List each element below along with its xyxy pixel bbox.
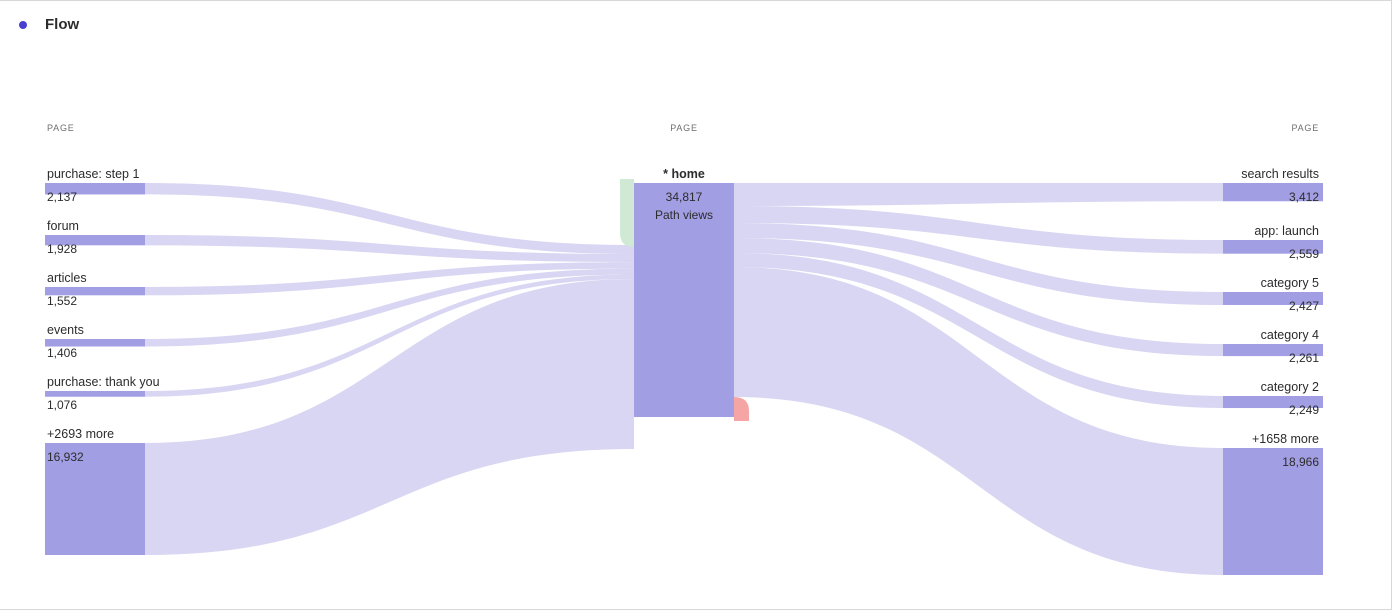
focus-node[interactable] (634, 183, 734, 417)
flow-links (145, 183, 1223, 575)
panel-status-dot (19, 21, 27, 29)
left-column-header: PAGE (47, 123, 75, 133)
focus-node-unit: Path views (655, 208, 713, 222)
incoming-node-value: 2,137 (47, 190, 77, 204)
outgoing-link-category-2[interactable] (734, 253, 1223, 409)
outgoing-node-category-4[interactable] (1223, 344, 1323, 357)
incoming-link-articles[interactable] (145, 262, 634, 296)
entry-marker (620, 179, 634, 247)
incoming-node-value: 1,406 (47, 346, 77, 360)
outgoing-node-value: 18,966 (1282, 455, 1319, 469)
panel-title[interactable]: Flow (45, 16, 80, 33)
incoming-node-purchase-step-1[interactable] (45, 183, 145, 195)
incoming-node-purchase-thank-you[interactable] (45, 391, 145, 397)
incoming-node-value: 1,552 (47, 294, 77, 308)
outgoing-node-app-launch[interactable] (1223, 240, 1323, 254)
incoming-link-purchase-thank-you[interactable] (145, 274, 634, 397)
outgoing-nodes: search results 3,412 app: launch 2,559 categ… (1223, 167, 1323, 575)
outgoing-node-search-results[interactable] (1223, 183, 1323, 202)
outgoing-node-value: 3,412 (1289, 190, 1319, 204)
outgoing-node-category-2[interactable] (1223, 396, 1323, 409)
incoming-link-events[interactable] (145, 268, 634, 347)
outgoing-node-label: category 2 (1261, 380, 1319, 394)
incoming-node-label: articles (47, 271, 87, 285)
outgoing-link-1658-more[interactable] (734, 267, 1223, 575)
center-column-header: PAGE (670, 123, 698, 133)
outgoing-node-value: 2,249 (1289, 403, 1319, 417)
incoming-link-purchase-step-1[interactable] (145, 183, 634, 254)
outgoing-node-label: search results (1241, 167, 1319, 181)
incoming-node-value: 1,076 (47, 398, 77, 412)
incoming-node-label: events (47, 323, 84, 337)
incoming-node-value: 1,928 (47, 242, 77, 256)
outgoing-node-label: category 4 (1261, 328, 1319, 342)
outgoing-node-label: app: launch (1254, 224, 1319, 238)
exit-marker (734, 397, 749, 421)
incoming-node-label: +2693 more (47, 427, 114, 441)
incoming-node-forum[interactable] (45, 235, 145, 246)
outgoing-node-1658-more[interactable] (1223, 448, 1323, 575)
incoming-link-forum[interactable] (145, 235, 634, 263)
focus-node-value: 34,817 (666, 190, 703, 204)
outgoing-link-app-launch[interactable] (734, 206, 1223, 254)
outgoing-link-category-5[interactable] (734, 223, 1223, 305)
outgoing-node-label: +1658 more (1252, 432, 1319, 446)
outgoing-node-value: 2,559 (1289, 247, 1319, 261)
outgoing-node-value: 2,427 (1289, 299, 1319, 313)
right-column-header: PAGE (1291, 123, 1319, 133)
incoming-node-articles[interactable] (45, 287, 145, 296)
focus-node-label: * home (663, 167, 705, 181)
incoming-nodes: purchase: step 1 2,137 forum 1,928 articles 1… (45, 167, 160, 555)
incoming-node-value: 16,932 (47, 450, 84, 464)
incoming-node-events[interactable] (45, 339, 145, 347)
outgoing-link-category-4[interactable] (734, 238, 1223, 357)
outgoing-node-category-5[interactable] (1223, 292, 1323, 305)
incoming-node-label: forum (47, 219, 79, 233)
incoming-node-label: purchase: thank you (47, 375, 160, 389)
outgoing-link-search-results[interactable] (734, 183, 1223, 206)
incoming-node-2693-more[interactable] (45, 443, 145, 555)
incoming-node-label: purchase: step 1 (47, 167, 139, 181)
outgoing-node-value: 2,261 (1289, 351, 1319, 365)
incoming-link-2693-more[interactable] (145, 279, 634, 555)
outgoing-node-label: category 5 (1261, 276, 1319, 290)
